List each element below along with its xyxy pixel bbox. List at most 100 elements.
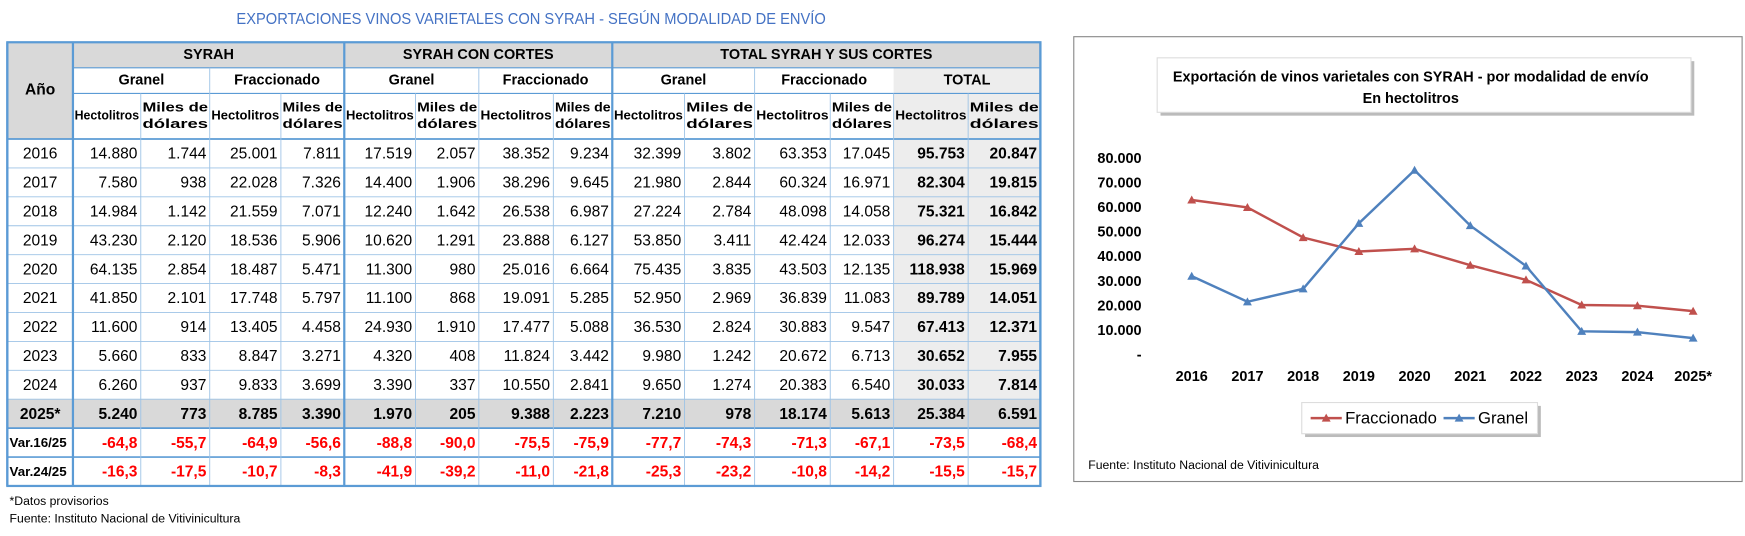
y-tick-label: 10.000 bbox=[1097, 323, 1141, 339]
cell: 7.071 bbox=[302, 204, 341, 221]
row-label: 2023 bbox=[23, 348, 58, 365]
cell: 52.950 bbox=[634, 290, 682, 307]
cell: 6.987 bbox=[570, 204, 609, 221]
cell: 11.600 bbox=[91, 319, 138, 336]
cell: 82.304 bbox=[917, 175, 965, 192]
point-marker bbox=[1242, 202, 1252, 211]
unit-header: Hectolitros bbox=[895, 108, 966, 123]
cell: 15.969 bbox=[990, 261, 1038, 278]
subgroup-header: Fraccionado bbox=[234, 72, 320, 88]
cell: 21.980 bbox=[634, 175, 682, 192]
point-marker bbox=[1354, 247, 1364, 256]
chart-subtitle: En hectolitros bbox=[1363, 91, 1459, 107]
unit-header: Miles de bbox=[686, 99, 753, 114]
header-bg bbox=[7, 42, 73, 140]
cell: 9.980 bbox=[642, 348, 681, 365]
cell: 10.620 bbox=[365, 232, 413, 249]
x-tick-label: 2021 bbox=[1454, 369, 1486, 385]
cell: 773 bbox=[180, 406, 206, 423]
point-marker bbox=[1465, 221, 1475, 230]
point-marker bbox=[1521, 261, 1531, 270]
x-tick-label: 2025* bbox=[1674, 369, 1712, 385]
cell: 23.888 bbox=[502, 232, 550, 249]
cell: -17,5 bbox=[171, 464, 207, 481]
unit-header: dólares bbox=[970, 116, 1039, 131]
y-tick-label: 20.000 bbox=[1097, 298, 1141, 314]
cell: 1.906 bbox=[437, 175, 476, 192]
legend-label: Granel bbox=[1478, 409, 1528, 428]
series-line bbox=[1191, 168, 1694, 340]
cell: 48.098 bbox=[779, 204, 827, 221]
cell: 75.321 bbox=[917, 204, 965, 221]
cell: 17.519 bbox=[365, 146, 413, 163]
row-label: 2022 bbox=[23, 319, 58, 336]
cell: -77,7 bbox=[646, 435, 681, 452]
cell: 9.650 bbox=[642, 377, 681, 394]
cell: -14,2 bbox=[855, 464, 891, 481]
cell: -55,7 bbox=[171, 435, 206, 452]
cell: 64.135 bbox=[90, 261, 138, 278]
cell: 980 bbox=[450, 261, 476, 278]
cell: 9.833 bbox=[239, 377, 278, 394]
cell: 17.045 bbox=[843, 146, 891, 163]
cell: 9.547 bbox=[851, 319, 890, 336]
cell: 43.503 bbox=[779, 261, 827, 278]
cell: -75,9 bbox=[574, 435, 610, 452]
note: *Datos provisorios bbox=[10, 494, 109, 508]
cell: 1.142 bbox=[167, 204, 206, 221]
cell: 5.285 bbox=[570, 290, 609, 307]
cell: 1.274 bbox=[712, 377, 751, 394]
subgroup-header: Granel bbox=[118, 72, 164, 88]
cell: 25.384 bbox=[917, 406, 965, 423]
x-tick-label: 2018 bbox=[1287, 369, 1319, 385]
cell: 38.352 bbox=[502, 146, 550, 163]
cell: 5.613 bbox=[851, 406, 890, 423]
cell: 75.435 bbox=[634, 261, 682, 278]
cell: 3.390 bbox=[302, 406, 341, 423]
cell: 5.088 bbox=[570, 319, 609, 336]
point-marker bbox=[1187, 271, 1197, 280]
cell: 12.240 bbox=[365, 204, 413, 221]
unit-header: dólares bbox=[142, 116, 208, 131]
cell: 11.300 bbox=[366, 261, 413, 278]
cell: 36.839 bbox=[779, 290, 827, 307]
cell: 2.844 bbox=[712, 175, 751, 192]
cell: 408 bbox=[450, 348, 476, 365]
cell: 1.642 bbox=[437, 204, 476, 221]
point-marker bbox=[1298, 284, 1308, 293]
cell: 4.458 bbox=[302, 319, 341, 336]
cell: 6.591 bbox=[998, 406, 1037, 423]
row-label: 2024 bbox=[23, 377, 58, 394]
cell: -15,7 bbox=[1002, 464, 1037, 481]
cell: 7.811 bbox=[303, 146, 341, 163]
cell: 6.260 bbox=[99, 377, 138, 394]
cell: 63.353 bbox=[779, 146, 827, 163]
x-tick-label: 2024 bbox=[1621, 369, 1653, 385]
group-header: TOTAL SYRAH Y SUS CORTES bbox=[720, 47, 932, 63]
total-bg bbox=[893, 67, 1041, 429]
legend-marker bbox=[1454, 413, 1464, 422]
cell: 9.645 bbox=[570, 175, 609, 192]
cell: 30.033 bbox=[917, 377, 965, 394]
cell: -15,5 bbox=[929, 464, 965, 481]
cell: 2.854 bbox=[167, 261, 206, 278]
cell: 978 bbox=[725, 406, 751, 423]
cell: -88,8 bbox=[377, 435, 413, 452]
cell: 17.477 bbox=[502, 319, 550, 336]
cell: 53.850 bbox=[634, 232, 682, 249]
point-marker bbox=[1410, 165, 1420, 174]
y-tick-label: - bbox=[1137, 348, 1142, 364]
cell: 18.536 bbox=[230, 232, 278, 249]
subgroup-header: Granel bbox=[389, 72, 435, 88]
cell: 16.971 bbox=[843, 175, 891, 192]
cell: 32.399 bbox=[634, 146, 682, 163]
group-header: SYRAH bbox=[183, 47, 234, 63]
row-label: 2017 bbox=[23, 175, 58, 192]
unit-header: dólares bbox=[555, 116, 611, 131]
row-label: Var.16/25 bbox=[10, 435, 68, 450]
cell: 17.748 bbox=[230, 290, 278, 307]
cell: 5.240 bbox=[99, 406, 138, 423]
row-bg bbox=[7, 399, 1041, 429]
legend-box bbox=[1301, 402, 1539, 435]
subgroup-header: Fraccionado bbox=[503, 72, 589, 88]
